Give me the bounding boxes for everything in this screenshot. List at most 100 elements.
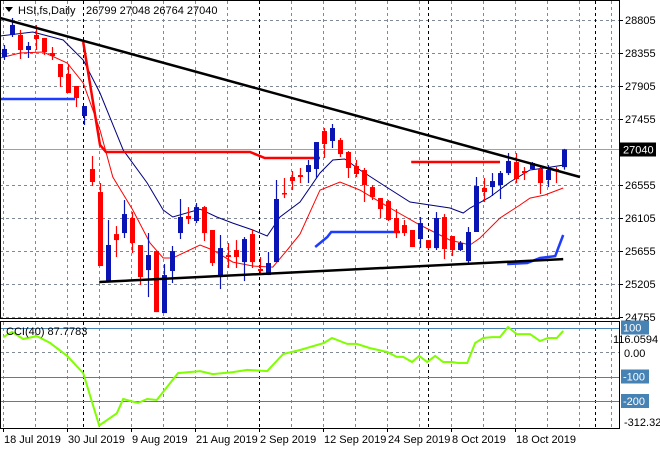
candle-body xyxy=(42,37,47,52)
bearish-candle xyxy=(186,207,191,225)
candle-body xyxy=(346,152,351,168)
bearish-candle xyxy=(410,230,415,248)
bullish-candle xyxy=(306,159,311,184)
bearish-candle xyxy=(50,46,55,60)
price-tick-label: 25655 xyxy=(625,246,656,258)
candle-body xyxy=(210,230,215,264)
candle-body xyxy=(458,243,463,251)
candle-body xyxy=(18,34,23,50)
bearish-candle xyxy=(130,212,135,254)
support-trend-line xyxy=(99,257,564,284)
candle-body xyxy=(514,162,519,180)
candle-body xyxy=(474,186,479,233)
candle-body xyxy=(90,169,95,182)
candle-body xyxy=(490,181,495,188)
candle-body xyxy=(34,34,39,39)
candle-body xyxy=(378,198,383,210)
ohlc-readout: 26799 27048 26764 27040 xyxy=(86,5,218,17)
cci-level-label: -100 xyxy=(623,372,645,384)
bearish-candle xyxy=(386,200,391,222)
candle-body xyxy=(354,166,359,174)
bearish-candle xyxy=(338,137,343,157)
bearish-candle xyxy=(250,230,255,269)
candle-body xyxy=(154,251,159,313)
bullish-candle xyxy=(2,45,7,60)
cci-level-badge xyxy=(621,320,649,335)
candle-body xyxy=(562,149,567,168)
candle-body xyxy=(194,207,199,222)
resistance-stop-1 xyxy=(81,41,320,160)
price-tick-label: 26555 xyxy=(625,180,656,192)
bearish-candle xyxy=(226,243,231,269)
bearish-candle xyxy=(442,214,447,260)
candle-body xyxy=(170,251,175,272)
candle-body xyxy=(138,244,143,278)
cci-zero-label: 0.00 xyxy=(624,348,645,360)
bearish-candle xyxy=(210,230,215,267)
bearish-candle xyxy=(58,64,63,88)
candle-body xyxy=(410,230,415,248)
bearish-candle xyxy=(450,236,455,257)
bullish-candle xyxy=(26,42,31,58)
bearish-candle xyxy=(74,86,79,107)
bearish-candle xyxy=(522,167,527,181)
cci-max-label: 116.0594 xyxy=(613,334,658,346)
grid xyxy=(0,1,619,428)
candle-body xyxy=(226,255,231,258)
bearish-candle xyxy=(66,64,71,93)
bullish-candle xyxy=(162,264,167,314)
price-tick-label: 27905 xyxy=(625,81,656,93)
bullish-candle xyxy=(194,203,199,224)
bullish-candle xyxy=(458,241,463,252)
candle-body xyxy=(250,234,255,263)
date-label: 2 Sep 2019 xyxy=(260,434,316,446)
candle-body xyxy=(314,142,319,170)
bearish-candle xyxy=(90,156,95,187)
bearish-candle xyxy=(362,167,367,203)
bearish-candle xyxy=(154,251,159,313)
bearish-candle xyxy=(514,153,519,184)
downtrend-line xyxy=(0,16,581,179)
candle-body xyxy=(258,269,263,272)
ma-slow xyxy=(0,51,564,268)
bearish-candle xyxy=(234,240,239,269)
main-panel-frame xyxy=(0,0,620,319)
bullish-candle xyxy=(498,170,503,200)
bearish-candle xyxy=(538,165,543,195)
candle-body xyxy=(418,223,423,240)
bearish-candle xyxy=(378,198,383,218)
bearish-candle xyxy=(18,29,23,60)
candle-body xyxy=(394,218,399,234)
trend-lines xyxy=(0,16,581,284)
date-label: 24 Sep 2019 xyxy=(388,434,450,446)
candle-body xyxy=(530,163,535,170)
ma-fast xyxy=(0,31,564,237)
cci-level-badge xyxy=(621,394,649,408)
candle-body xyxy=(66,73,71,93)
bullish-candle xyxy=(314,142,319,179)
candle-body xyxy=(298,175,303,178)
price-tick-label: 27455 xyxy=(625,114,656,126)
cci-panel-frame xyxy=(0,321,620,429)
bullish-candle xyxy=(266,252,271,276)
cci-level-label: 100 xyxy=(623,323,641,335)
cci-level-label: -200 xyxy=(623,396,645,408)
price-tick-label: 28805 xyxy=(625,15,656,27)
current-price-badge xyxy=(620,142,656,157)
bullish-candle xyxy=(146,233,151,298)
bearish-candle xyxy=(42,37,47,55)
collapse-triangle-icon[interactable] xyxy=(5,7,13,12)
candle-body xyxy=(426,240,431,249)
date-label: 21 Aug 2019 xyxy=(196,434,258,446)
candle-body xyxy=(546,170,551,181)
price-tick-label: 28355 xyxy=(625,48,656,60)
bullish-candle xyxy=(466,227,471,264)
bearish-candle xyxy=(298,167,303,184)
bearish-candle xyxy=(394,209,399,239)
candle-body xyxy=(58,64,63,77)
candle-body xyxy=(306,165,311,173)
candle-body xyxy=(282,192,287,195)
candle-body xyxy=(434,218,439,249)
indicator-overlays xyxy=(0,31,565,268)
